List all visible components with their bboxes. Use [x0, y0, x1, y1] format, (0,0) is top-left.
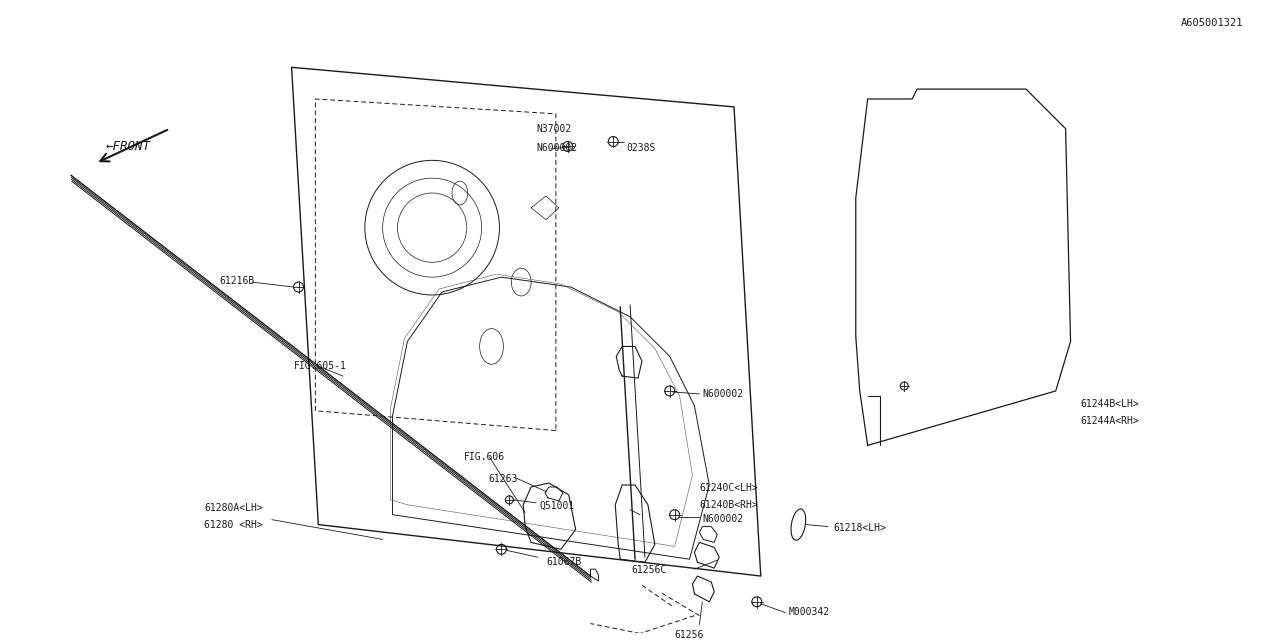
Text: A605001321: A605001321 [1181, 18, 1244, 28]
Text: 61218<LH>: 61218<LH> [833, 522, 886, 532]
Text: Q51001: Q51001 [539, 500, 575, 511]
Text: 61263: 61263 [489, 474, 518, 484]
Text: N600002: N600002 [536, 143, 577, 154]
Text: 61244A<RH>: 61244A<RH> [1080, 415, 1139, 426]
Text: 61067B: 61067B [547, 557, 581, 567]
Text: 61240C<LH>: 61240C<LH> [699, 483, 758, 493]
Text: ←FRONT: ←FRONT [105, 140, 151, 153]
Text: 61240B<RH>: 61240B<RH> [699, 500, 758, 510]
Text: 61244B<LH>: 61244B<LH> [1080, 399, 1139, 409]
Text: 61280A<LH>: 61280A<LH> [205, 503, 264, 513]
Text: 0238S: 0238S [626, 143, 655, 154]
Text: 61256: 61256 [675, 630, 704, 640]
Text: N600002: N600002 [703, 389, 744, 399]
Text: M000342: M000342 [788, 607, 829, 617]
Text: N600002: N600002 [703, 514, 744, 524]
Text: N37002: N37002 [536, 124, 571, 134]
Text: FIG.606: FIG.606 [463, 452, 504, 462]
Text: 61280 <RH>: 61280 <RH> [205, 520, 264, 529]
Text: 61256C: 61256C [631, 565, 667, 575]
Text: 61216B: 61216B [219, 276, 255, 286]
Text: FIG.605-1: FIG.605-1 [293, 361, 347, 371]
